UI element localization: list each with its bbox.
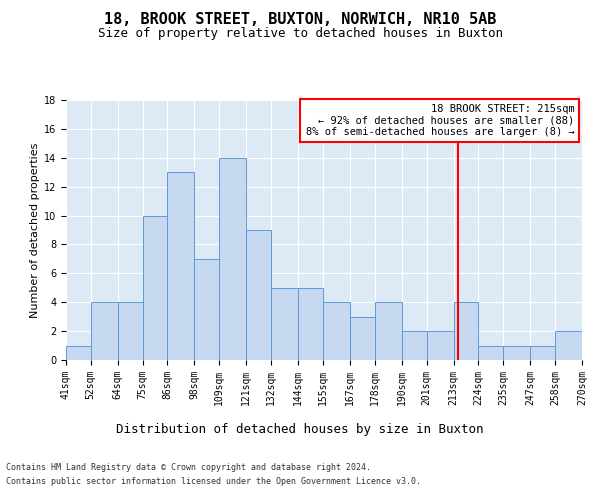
- Bar: [194, 259, 219, 360]
- Bar: [219, 158, 246, 360]
- Text: Size of property relative to detached houses in Buxton: Size of property relative to detached ho…: [97, 28, 503, 40]
- Text: 18 BROOK STREET: 215sqm
← 92% of detached houses are smaller (88)
8% of semi-det: 18 BROOK STREET: 215sqm ← 92% of detache…: [305, 104, 574, 137]
- Bar: [246, 230, 271, 360]
- Bar: [503, 346, 530, 360]
- Text: Contains HM Land Registry data © Crown copyright and database right 2024.: Contains HM Land Registry data © Crown c…: [6, 462, 371, 471]
- Text: Distribution of detached houses by size in Buxton: Distribution of detached houses by size …: [116, 422, 484, 436]
- Bar: [167, 172, 194, 360]
- Bar: [143, 216, 167, 360]
- Bar: [271, 288, 298, 360]
- Bar: [298, 288, 323, 360]
- Bar: [402, 331, 427, 360]
- Bar: [118, 302, 143, 360]
- Bar: [374, 302, 402, 360]
- Text: Contains public sector information licensed under the Open Government Licence v3: Contains public sector information licen…: [6, 478, 421, 486]
- Bar: [454, 302, 478, 360]
- Bar: [555, 331, 582, 360]
- Y-axis label: Number of detached properties: Number of detached properties: [30, 142, 40, 318]
- Bar: [91, 302, 118, 360]
- Bar: [323, 302, 350, 360]
- Bar: [530, 346, 555, 360]
- Bar: [350, 316, 374, 360]
- Bar: [66, 346, 91, 360]
- Bar: [427, 331, 454, 360]
- Bar: [478, 346, 503, 360]
- Text: 18, BROOK STREET, BUXTON, NORWICH, NR10 5AB: 18, BROOK STREET, BUXTON, NORWICH, NR10 …: [104, 12, 496, 28]
